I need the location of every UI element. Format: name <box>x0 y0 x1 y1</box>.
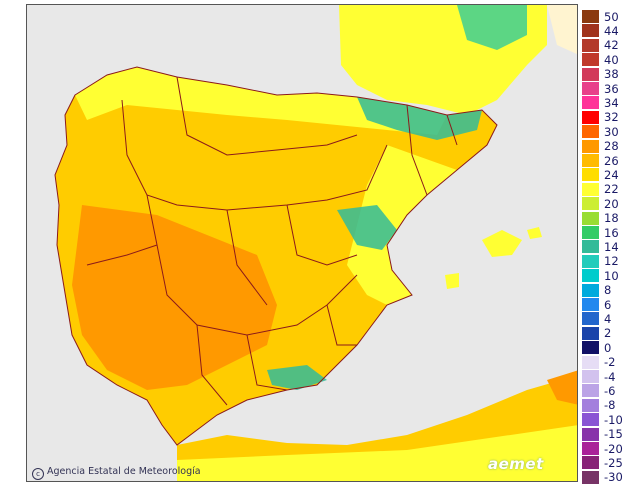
sierra-nevada-cool-area <box>267 365 327 390</box>
legend-label: 12 <box>604 254 619 269</box>
legend-label: 14 <box>604 239 619 254</box>
legend-label: 30 <box>604 124 619 139</box>
legend-swatch <box>582 413 599 427</box>
legend-label: -4 <box>604 369 616 384</box>
legend-label: 18 <box>604 211 619 226</box>
legend-swatch <box>582 53 599 67</box>
legend-label: 38 <box>604 67 619 82</box>
iberian-system-cool-area <box>337 205 397 250</box>
legend-swatch <box>582 384 599 398</box>
legend-swatch <box>582 370 599 383</box>
legend-swatch <box>582 82 599 95</box>
legend-swatch <box>582 24 599 38</box>
legend-swatch <box>582 125 599 139</box>
north-coast-band <box>75 67 447 135</box>
legend-swatch <box>582 254 599 268</box>
credit-line: c Agencia Estatal de Meteorología <box>32 466 201 480</box>
legend-swatch <box>582 341 599 355</box>
legend-label: 40 <box>604 52 619 67</box>
legend-swatch <box>582 110 599 124</box>
legend-swatch <box>582 10 599 23</box>
legend-swatch <box>582 96 599 110</box>
legend-label: -30 <box>604 470 623 485</box>
legend-swatch <box>582 355 599 369</box>
legend-label: 36 <box>604 81 619 96</box>
legend-swatch <box>582 211 599 225</box>
legend-label: -8 <box>604 398 616 413</box>
legend-swatch <box>582 240 599 254</box>
legend-swatch <box>582 298 599 311</box>
legend-label: 50 <box>604 9 619 24</box>
legend-label: -25 <box>604 455 623 470</box>
legend-swatch <box>582 442 599 455</box>
copyright-icon: c <box>32 468 44 480</box>
legend-label: 6 <box>604 297 612 312</box>
legend-label: 2 <box>604 326 612 341</box>
map-canvas <box>27 5 577 481</box>
temperature-legend: 50 44 42 40 38 36 34 32 30 28 26 24 22 20 18 16 14 12 10 8 6… <box>582 10 630 486</box>
northeast-land <box>547 5 577 55</box>
legend-swatch <box>582 456 599 470</box>
legend-swatch <box>582 139 599 153</box>
legend-label: -10 <box>604 412 623 427</box>
temperature-map <box>26 4 578 482</box>
legend-label: -15 <box>604 427 623 442</box>
legend-swatch <box>582 168 599 182</box>
legend-label: 44 <box>604 23 619 38</box>
legend-swatch <box>582 154 599 167</box>
legend-label: 0 <box>604 340 612 355</box>
legend-label: 24 <box>604 167 619 182</box>
legend-label: 8 <box>604 283 612 298</box>
legend-label: 10 <box>604 268 619 283</box>
mallorca-island <box>482 230 522 257</box>
legend-swatch <box>582 269 599 283</box>
legend-swatch <box>582 182 599 196</box>
ibiza-island <box>445 273 459 289</box>
north-africa-hot-area <box>547 370 577 405</box>
legend-label: -20 <box>604 441 623 456</box>
east-coast-band <box>347 145 457 305</box>
legend-label: 16 <box>604 225 619 240</box>
legend-swatch <box>582 398 599 412</box>
legend-label: -6 <box>604 383 616 398</box>
legend-label: 28 <box>604 139 619 154</box>
credit-text: Agencia Estatal de Meteorología <box>47 466 201 477</box>
legend-label: -2 <box>604 355 616 370</box>
province-borders <box>54 66 498 446</box>
legend-swatch <box>582 470 599 484</box>
legend-label: 26 <box>604 153 619 168</box>
legend-swatch <box>582 326 599 340</box>
legend-swatch <box>582 67 599 81</box>
legend-swatch <box>582 427 599 441</box>
north-africa-band <box>177 425 577 481</box>
menorca-island <box>527 227 542 239</box>
legend-swatch <box>582 283 599 297</box>
legend-swatch <box>582 38 599 52</box>
legend-label: 22 <box>604 182 619 197</box>
legend-label: 32 <box>604 110 619 125</box>
alps-cool-area <box>457 5 527 50</box>
legend-label: 42 <box>604 38 619 53</box>
southwest-hot-area <box>72 205 277 390</box>
legend-label: 34 <box>604 95 619 110</box>
pyrenees-cool-area <box>357 97 482 140</box>
legend-swatch <box>582 312 599 326</box>
legend-swatch <box>582 226 599 239</box>
legend-label: 4 <box>604 311 612 326</box>
legend-swatch <box>582 197 599 211</box>
legend-label: 20 <box>604 196 619 211</box>
aemet-logo: aemet <box>488 455 544 473</box>
